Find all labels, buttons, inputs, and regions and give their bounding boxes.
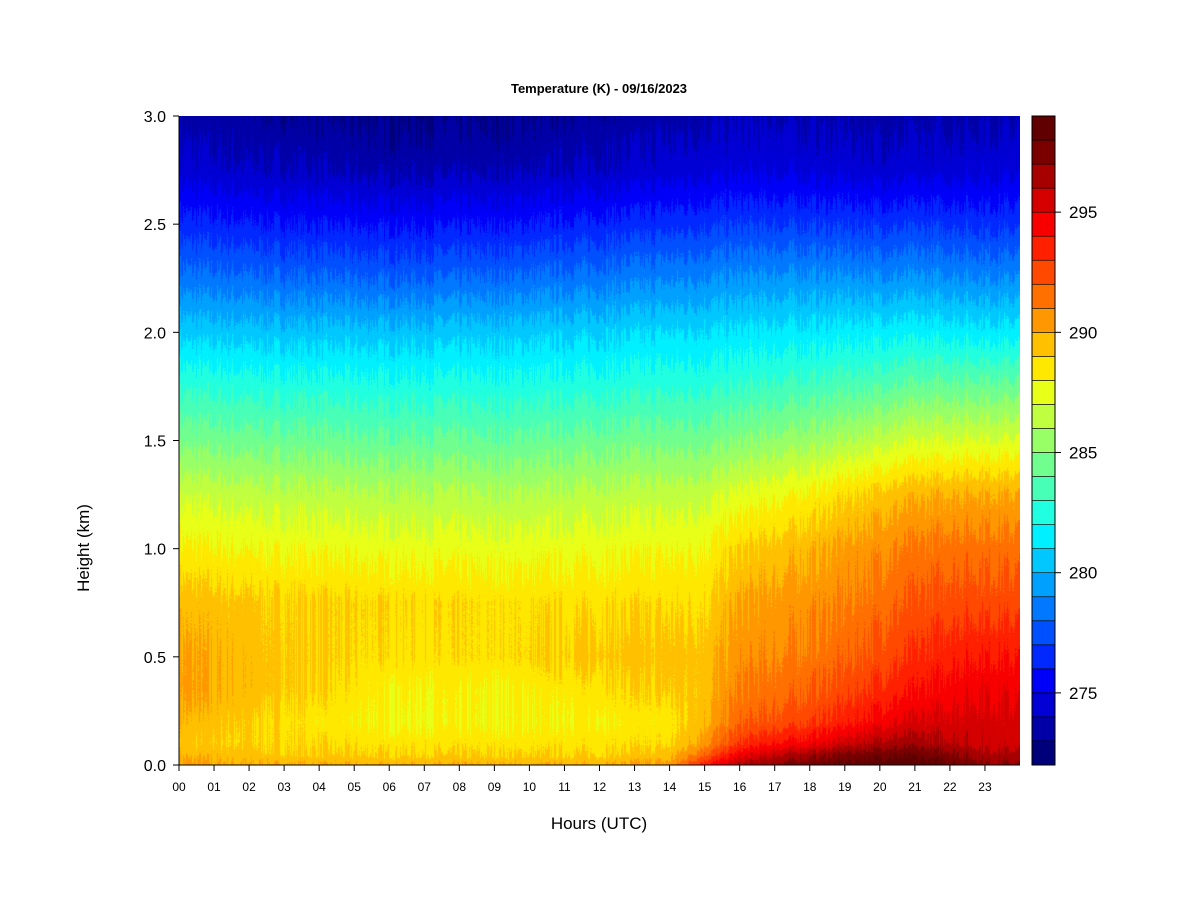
- colorbar-tick-label: 295: [1069, 203, 1097, 222]
- colorbar-swatch: [1031, 500, 1056, 525]
- colorbar-swatch: [1031, 115, 1056, 141]
- colorbar-tick-label: 280: [1069, 564, 1097, 583]
- colorbar-swatch: [1031, 668, 1056, 694]
- colorbar-swatch: [1031, 452, 1056, 477]
- heatmap-area: [179, 116, 1020, 765]
- colorbar-swatch: [1031, 596, 1056, 622]
- x-tick-label: 06: [383, 780, 397, 794]
- colorbar-swatch: [1031, 332, 1056, 357]
- colorbar-swatch: [1031, 235, 1056, 261]
- x-tick-label: 18: [803, 780, 817, 794]
- colorbar-swatch: [1031, 620, 1056, 646]
- x-tick-label: 23: [978, 780, 992, 794]
- x-axis: 00 01 02 03 04 05 06 07 08 09 10 11 12 13 14 15 16 17 18 19…: [172, 764, 1020, 794]
- y-tick-label: 0.0: [144, 758, 166, 775]
- x-tick-label: 00: [172, 780, 186, 794]
- y-tick-label: 3.0: [144, 109, 166, 126]
- y-tick-label: 1.0: [144, 542, 166, 559]
- chart-title: Temperature (K) - 09/16/2023: [511, 81, 687, 96]
- y-tick-label: 1.5: [144, 434, 166, 451]
- colorbar-swatch: [1031, 404, 1056, 429]
- x-axis-title: Hours (UTC): [551, 814, 647, 833]
- colorbar-swatch: [1031, 380, 1056, 405]
- colorbar-frame: [1031, 115, 1056, 766]
- y-axis: 0.0 0.5 1.0 1.5 2.0 2.5 3.0: [144, 109, 180, 775]
- x-tick-label: 08: [453, 780, 467, 794]
- colorbar-swatch: [1031, 572, 1056, 598]
- x-tick-label: 07: [418, 780, 432, 794]
- colorbar-swatch: [1031, 187, 1056, 213]
- colorbar-swatch: [1031, 740, 1056, 766]
- x-tick-label: 21: [908, 780, 922, 794]
- colorbar-swatch: [1031, 283, 1056, 309]
- x-tick-label: 17: [768, 780, 782, 794]
- colorbar-swatch: [1031, 716, 1056, 742]
- colorbar-swatch: [1031, 307, 1056, 333]
- colorbar-swatch: [1031, 259, 1056, 285]
- x-tick-label: 19: [838, 780, 852, 794]
- colorbar-swatch: [1031, 428, 1056, 453]
- x-tick-label: 04: [312, 780, 326, 794]
- y-tick-label: 2.0: [144, 325, 166, 342]
- x-tick-label: 16: [733, 780, 747, 794]
- x-tick-label: 14: [663, 780, 677, 794]
- colorbar-swatch: [1031, 692, 1056, 718]
- colorbar-swatch: [1031, 644, 1056, 670]
- x-tick-label: 12: [593, 780, 607, 794]
- x-tick-label: 20: [873, 780, 887, 794]
- x-tick-label: 13: [628, 780, 642, 794]
- x-tick-label: 15: [698, 780, 712, 794]
- y-tick-label: 0.5: [144, 650, 166, 667]
- x-tick-label: 09: [488, 780, 502, 794]
- x-tick-label: 02: [242, 780, 256, 794]
- colorbar-swatch: [1031, 356, 1056, 381]
- colorbar-swatch: [1031, 524, 1056, 549]
- colorbar-tick-label: 285: [1069, 444, 1097, 463]
- colorbar-swatch: [1031, 548, 1056, 574]
- x-tick-label: 22: [943, 780, 957, 794]
- x-tick-label: 01: [207, 780, 221, 794]
- x-tick-label: 11: [558, 780, 571, 794]
- colorbar-swatch: [1031, 163, 1056, 189]
- y-tick-label: 2.5: [144, 217, 166, 234]
- colorbar: 275 280 285 290 295: [1031, 115, 1097, 766]
- y-axis-title: Height (km): [74, 504, 93, 592]
- colorbar-swatch: [1031, 211, 1056, 237]
- x-tick-label: 05: [348, 780, 362, 794]
- colorbar-tick-label: 290: [1069, 323, 1097, 342]
- colorbar-tick-label: 275: [1069, 684, 1097, 703]
- x-tick-label: 03: [277, 780, 291, 794]
- x-tick-label: 10: [523, 780, 537, 794]
- colorbar-swatch: [1031, 139, 1056, 165]
- colorbar-swatch: [1031, 476, 1056, 501]
